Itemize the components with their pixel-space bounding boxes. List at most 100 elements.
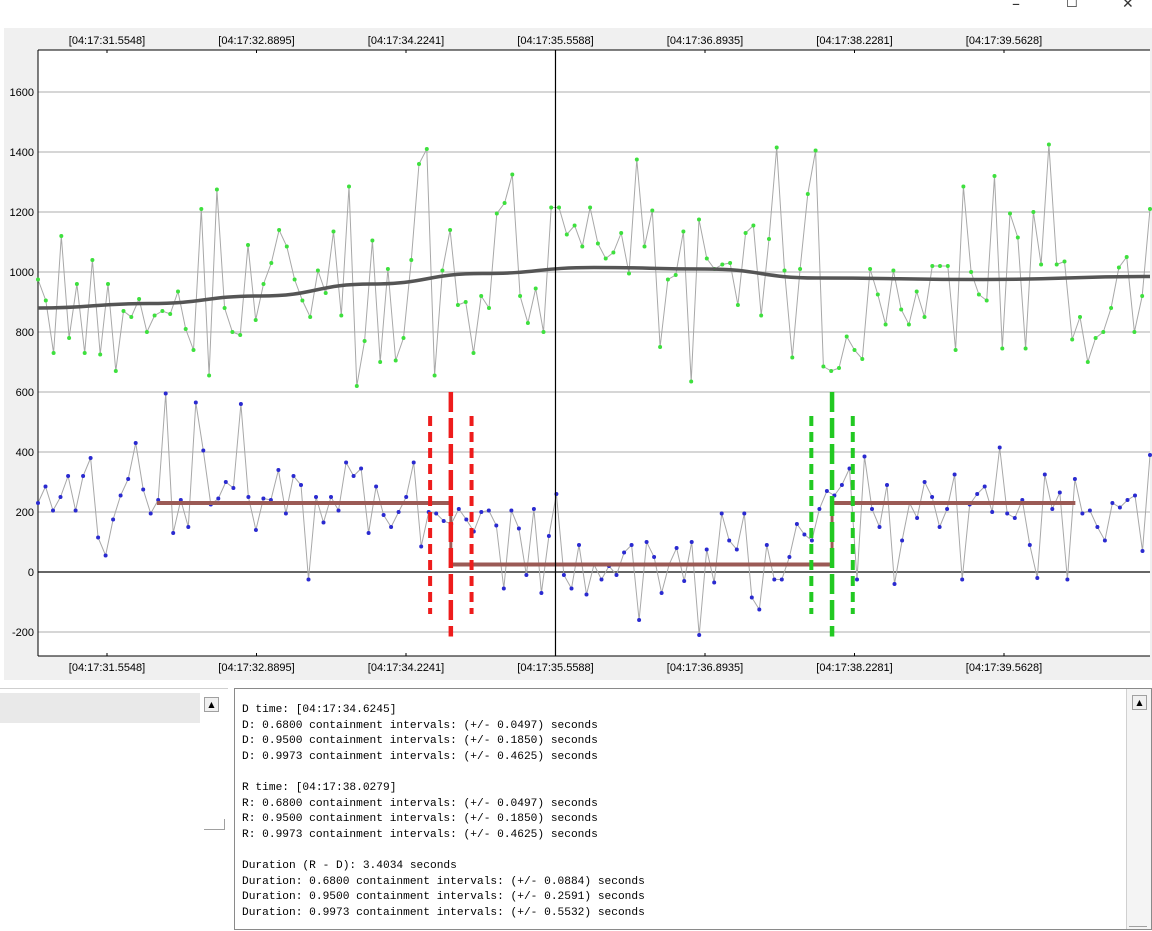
lower-signal-point	[238, 402, 243, 406]
lower-signal-point	[103, 553, 108, 558]
event-list-selection[interactable]	[0, 693, 200, 723]
lower-signal-point	[381, 513, 386, 517]
lower-signal-point	[794, 522, 799, 526]
upper-signal-point	[790, 355, 795, 360]
lower-signal-point	[501, 586, 506, 591]
console-blank-line	[242, 765, 645, 781]
upper-signal-point	[813, 148, 818, 153]
upper-signal-point	[230, 330, 235, 334]
event-list-pane[interactable]: ▲	[0, 688, 228, 931]
lower-signal-point	[193, 400, 198, 405]
lower-signal-point	[779, 577, 784, 582]
x-tick-label-bottom: [04:17:36.8935]	[667, 662, 743, 674]
lower-signal-point	[73, 508, 78, 513]
upper-signal-point	[1015, 235, 1020, 240]
upper-signal-point	[681, 229, 686, 234]
upper-signal-point	[378, 360, 383, 364]
lower-signal-point	[772, 577, 777, 582]
y-tick-label: 1200	[10, 207, 34, 219]
minimize-icon[interactable]: –	[1012, 0, 1020, 13]
results-scroll-up-icon[interactable]: ▲	[1132, 695, 1147, 710]
lower-signal-point	[1035, 576, 1040, 580]
y-tick-label: -200	[12, 627, 34, 639]
upper-signal-point	[238, 333, 243, 337]
lower-signal-point	[1140, 549, 1145, 553]
upper-signal-point	[199, 207, 204, 211]
lower-signal-point	[975, 492, 980, 496]
lower-signal-point	[614, 573, 619, 577]
lower-signal-point	[569, 586, 574, 591]
results-text-pane[interactable]: D time: [04:17:34.6245] D: 0.6800 contain…	[234, 688, 1152, 930]
upper-signal-point	[121, 309, 126, 313]
lower-signal-point	[314, 495, 318, 499]
x-tick-label-top: [04:17:36.8935]	[667, 35, 743, 47]
y-tick-label: 800	[16, 327, 34, 339]
upper-signal-point	[144, 330, 149, 334]
lower-signal-point	[802, 532, 807, 537]
lower-signal-point	[524, 573, 529, 577]
upper-signal-point	[82, 351, 87, 355]
upper-signal-point	[1148, 207, 1152, 211]
upper-signal-point	[906, 322, 911, 327]
upper-signal-point	[269, 261, 274, 265]
lower-signal-point	[389, 525, 394, 529]
upper-signal-point	[331, 229, 336, 234]
results-scroll-grip[interactable]	[1129, 916, 1147, 927]
upper-signal-point	[650, 208, 655, 213]
lower-signal-point	[163, 391, 168, 396]
upper-signal-point	[829, 369, 834, 373]
maximize-icon[interactable]: ☐	[1066, 0, 1078, 11]
upper-signal-point	[370, 238, 375, 243]
upper-signal-point	[160, 309, 165, 313]
upper-signal-point	[658, 345, 663, 349]
upper-signal-point	[152, 313, 157, 318]
upper-signal-point	[634, 157, 639, 162]
upper-signal-point	[479, 294, 484, 298]
lower-signal-point	[261, 496, 266, 501]
upper-signal-point	[953, 348, 958, 352]
upper-signal-point	[642, 244, 647, 249]
upper-signal-point	[354, 384, 359, 388]
lower-signal-point	[862, 454, 867, 459]
x-tick-label-top: [04:17:34.2241]	[368, 35, 444, 47]
upper-signal-point	[665, 277, 670, 282]
signal-plot[interactable]: -200 0 200 400 600 800 1000 1200 1400 1600 [04:17:…	[4, 28, 1152, 680]
close-icon[interactable]: ✕	[1122, 0, 1134, 12]
upper-signal-point	[1132, 330, 1137, 334]
lower-signal-point	[246, 495, 251, 499]
y-tick-label: 1000	[10, 267, 34, 279]
lower-signal-point	[689, 540, 694, 544]
lower-signal-point	[516, 526, 521, 531]
event-list-scroll-up-icon[interactable]: ▲	[204, 697, 219, 712]
lower-signal-point	[306, 577, 311, 582]
lower-signal-point	[539, 591, 544, 595]
upper-signal-point	[557, 205, 561, 210]
lower-signal-point	[1065, 577, 1070, 582]
lower-signal-point	[659, 591, 664, 595]
upper-signal-point	[487, 306, 491, 310]
y-tick-label: 1600	[10, 87, 34, 99]
upper-signal-point	[1124, 255, 1129, 259]
lower-signal-point	[945, 507, 950, 511]
y-tick-label: 1400	[10, 147, 34, 159]
lower-signal-point	[276, 468, 281, 472]
lower-signal-point	[96, 535, 101, 540]
upper-signal-point	[43, 298, 48, 303]
upper-signal-point	[564, 232, 569, 237]
upper-signal-point	[751, 223, 756, 228]
upper-signal-point	[292, 277, 297, 282]
signal-plot-panel[interactable]: -200 0 200 400 600 800 1000 1200 1400 1600 [04:17:…	[4, 28, 1152, 680]
lower-signal-point	[1072, 477, 1077, 481]
upper-signal-point	[98, 352, 103, 357]
lower-signal-point	[118, 493, 123, 498]
upper-signal-point	[922, 315, 927, 319]
lower-signal-point	[870, 507, 874, 511]
upper-signal-point	[463, 300, 468, 304]
results-scrollbar[interactable]: ▲	[1126, 689, 1151, 929]
lower-signal-point	[644, 540, 649, 544]
upper-signal-point	[805, 192, 810, 196]
lower-signal-point	[652, 555, 657, 559]
upper-signal-point	[409, 258, 414, 262]
event-list-scroll-thumb[interactable]	[204, 819, 225, 830]
x-tick-label-bottom: [04:17:31.5548]	[69, 662, 145, 674]
